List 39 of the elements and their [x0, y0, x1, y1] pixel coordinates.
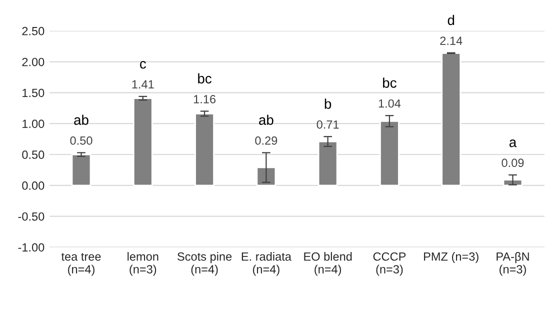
- annotation: ab: [259, 114, 274, 125]
- y-tick-label: -0.50: [18, 212, 44, 221]
- data-label: 1.41: [132, 80, 154, 88]
- y-tick-label: 0.00: [22, 181, 44, 190]
- x-tick-label: PA-βN (n=3): [496, 252, 529, 276]
- bar: [441, 52, 462, 186]
- y-tick-label: 2.00: [22, 58, 44, 66]
- annotation: c: [140, 61, 146, 69]
- bar: [318, 140, 338, 186]
- data-label: 0.50: [70, 136, 92, 145]
- data-label: 1.04: [378, 99, 401, 108]
- y-tick-label: 1.50: [22, 88, 44, 98]
- data-label: 1.16: [194, 94, 216, 104]
- y-tick-label: -1.00: [18, 243, 44, 252]
- y-tick-label: 1.00: [22, 120, 44, 128]
- bar: [194, 113, 214, 186]
- bar: [256, 166, 276, 186]
- x-tick-label: Scots pine (n=4): [178, 252, 232, 276]
- data-label: 0.71: [316, 120, 339, 129]
- bar: [71, 154, 92, 186]
- x-tick-label: CCCP (n=3): [373, 252, 406, 276]
- annotation: b: [324, 98, 332, 109]
- data-label: 2.14: [440, 36, 462, 45]
- y-tick-label: 2.50: [22, 26, 44, 36]
- text: d: [448, 14, 454, 26]
- annotation: ab: [74, 114, 88, 125]
- x-tick-label: tea tree (n=4): [61, 252, 101, 276]
- x-tick-label: EO blend (n=4): [304, 252, 352, 276]
- annotation: a: [509, 140, 517, 148]
- x-tick-label: E. radiata (n=4): [242, 252, 292, 276]
- y-tick-label: 0.50: [22, 150, 44, 159]
- data-label: 0.29: [255, 136, 278, 145]
- x-tick-label: PMZ (n=3): [424, 252, 478, 264]
- annotation: bc: [383, 78, 396, 88]
- bar: [380, 120, 400, 186]
- x-tick-label: lemon (n=3): [128, 252, 158, 276]
- data-label: 0.09: [502, 158, 524, 168]
- annotation: bc: [198, 73, 212, 84]
- bar: [132, 98, 153, 186]
